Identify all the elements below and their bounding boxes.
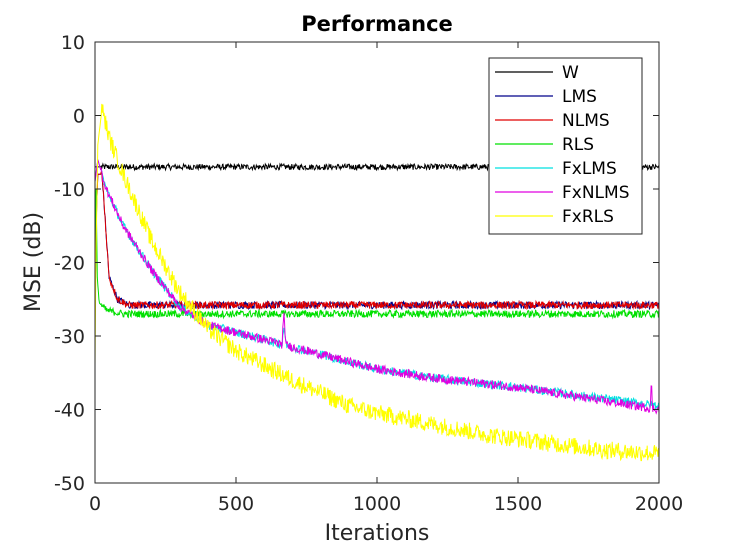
x-tick-label: 1000 bbox=[353, 493, 401, 515]
series-layer bbox=[94, 103, 660, 462]
legend-label-w: W bbox=[562, 63, 579, 83]
legend-label-nlms: NLMS bbox=[562, 111, 610, 131]
legend-box bbox=[488, 57, 643, 235]
y-tick-label: -10 bbox=[54, 179, 85, 201]
x-tick-label: 500 bbox=[218, 493, 254, 515]
chart-title: Performance bbox=[301, 12, 453, 36]
y-axis-label: MSE (dB) bbox=[21, 212, 46, 312]
y-tick-label: 10 bbox=[61, 32, 85, 54]
series-line-fxnlms bbox=[94, 159, 660, 415]
legend-label-rls: RLS bbox=[562, 135, 594, 155]
x-tick-label: 0 bbox=[89, 493, 101, 515]
y-tick-label: -30 bbox=[54, 326, 85, 348]
series-line-fxrls bbox=[94, 103, 660, 462]
legend-label-fxnlms: FxNLMS bbox=[562, 183, 630, 203]
x-axis-label: Iterations bbox=[325, 521, 430, 546]
legend-label-fxlms: FxLMS bbox=[562, 159, 617, 179]
y-tick-label: 0 bbox=[73, 106, 85, 128]
y-tick-label: -40 bbox=[54, 400, 85, 422]
x-tick-label: 2000 bbox=[635, 493, 683, 515]
ticks-layer: 0 500 1000 1500 2000 10 0 -10 -20 -30 -40 -50 bbox=[54, 32, 683, 515]
x-tick-label: 1500 bbox=[494, 493, 542, 515]
series-line-nlms bbox=[94, 170, 660, 311]
legend: W LMS NLMS RLS FxLMS FxNLMS FxRLS bbox=[488, 57, 643, 235]
legend-label-fxrls: FxRLS bbox=[562, 207, 614, 227]
legend-label-lms: LMS bbox=[562, 87, 597, 107]
y-tick-label: -50 bbox=[54, 473, 85, 495]
y-tick-label: -20 bbox=[54, 253, 85, 275]
